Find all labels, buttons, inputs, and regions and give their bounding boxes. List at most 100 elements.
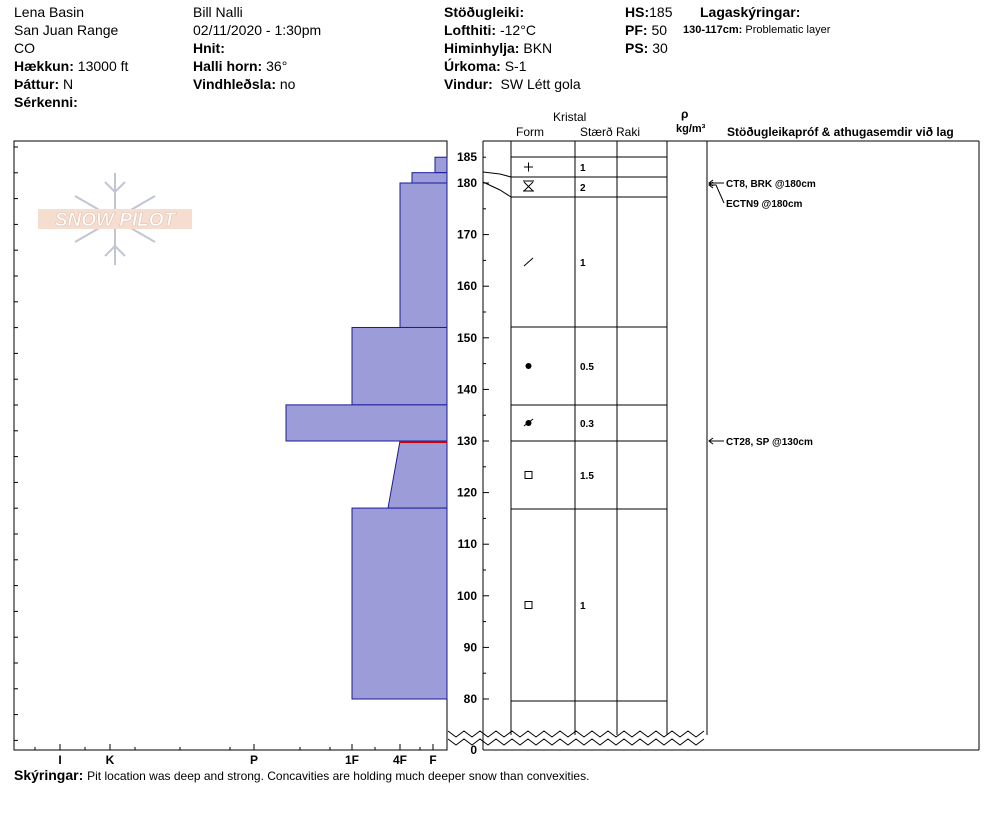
coords-label: Hnit: bbox=[193, 40, 225, 56]
axis-break bbox=[447, 730, 705, 738]
state: CO bbox=[14, 40, 35, 56]
crystal-form-icon bbox=[524, 601, 533, 609]
x-tick-label: K bbox=[106, 753, 115, 767]
crystal-size-label: 0.3 bbox=[580, 419, 594, 430]
test-result-label: ECTN9 @180cm bbox=[726, 199, 803, 210]
slope-value: 36° bbox=[266, 58, 288, 74]
elevation: Hækkun: 13000 ft bbox=[14, 58, 128, 74]
depth-label: 170 bbox=[457, 228, 477, 242]
tests-column: CT8, BRK @180cm ECTN9 @180cm CT28, SP @130… bbox=[708, 179, 816, 448]
comments-text: Pit location was deep and strong. Concav… bbox=[87, 769, 590, 783]
layer-connector bbox=[482, 181, 512, 198]
crystal-size-label: 2 bbox=[580, 183, 586, 194]
test-arrow-icon bbox=[708, 181, 714, 189]
density-unit: kg/m³ bbox=[676, 123, 706, 135]
axis-break bbox=[447, 738, 705, 746]
layer-notes-label: Lagaskýringar: bbox=[700, 4, 801, 20]
test-result-label: CT8, BRK @180cm bbox=[726, 179, 816, 190]
x-tick-label: F bbox=[429, 753, 436, 767]
hardness-bar bbox=[434, 156, 448, 174]
layer-note-range: 130-117cm: bbox=[683, 24, 743, 36]
stability-label: Stöðugleiki: bbox=[444, 4, 525, 20]
datetime: 02/11/2020 - 1:30pm bbox=[193, 22, 322, 38]
crystal-form-icon bbox=[523, 257, 534, 267]
observer: Bill Nalli bbox=[193, 4, 243, 20]
depth-label: 185 bbox=[457, 150, 477, 164]
crystal-size-label: 1 bbox=[580, 601, 586, 612]
depth-label: 120 bbox=[457, 486, 477, 500]
depth-label: 0 bbox=[470, 743, 477, 757]
crystal-form-icon bbox=[523, 418, 534, 427]
pf-label: PF: bbox=[625, 22, 648, 38]
slope: Halli horn: 36° bbox=[193, 58, 287, 74]
wind-label: Vindur: bbox=[444, 76, 493, 92]
hs-value: 185 bbox=[649, 4, 673, 20]
ps-value: 30 bbox=[652, 40, 668, 56]
hardness-bar bbox=[351, 507, 448, 700]
depth-label: 110 bbox=[458, 537, 478, 551]
crystal-form-icon bbox=[525, 363, 532, 369]
hardness-bar bbox=[399, 182, 448, 328]
crystal-size-label: 1 bbox=[580, 163, 586, 174]
tests-header: Stöðugleikapróf & athugasemdir við lag bbox=[727, 125, 954, 139]
aspect-value: N bbox=[63, 76, 74, 92]
pf-value: 50 bbox=[651, 22, 668, 38]
hardness-bar bbox=[411, 172, 448, 184]
ps-label: PS: bbox=[625, 40, 649, 56]
layer-connector bbox=[482, 171, 512, 178]
aspect: Þáttur: N bbox=[14, 76, 73, 92]
aspect-label: Þáttur: bbox=[14, 76, 60, 92]
x-tick-label: 1F bbox=[345, 753, 359, 767]
logo-text: SNOW PILOT bbox=[55, 210, 177, 231]
x-tick-label: P bbox=[250, 753, 258, 767]
sky-value: BKN bbox=[523, 40, 553, 56]
air-temp-label: Lofthiti: bbox=[444, 22, 497, 38]
depth-label: 180 bbox=[457, 176, 477, 190]
crystal-form-icon bbox=[523, 181, 534, 192]
elevation-value: 13000 ft bbox=[77, 58, 129, 74]
comments-label: Skýringar: bbox=[14, 767, 84, 783]
pf: PF: 50 bbox=[625, 22, 667, 38]
depth-label: 90 bbox=[464, 640, 478, 654]
test-arrow-icon bbox=[708, 437, 714, 445]
wind-loading-value: no bbox=[279, 76, 296, 92]
ps: PS: 30 bbox=[625, 40, 668, 56]
depth-label: 130 bbox=[457, 434, 477, 448]
size-header: Stærð bbox=[580, 125, 613, 139]
sky: Himinhylja: BKN bbox=[444, 40, 552, 56]
hs-label: HS: bbox=[625, 4, 650, 20]
depth-label: 80 bbox=[464, 692, 478, 706]
crystal-size-label: 1.5 bbox=[580, 471, 594, 482]
slope-label: Halli horn: bbox=[193, 58, 263, 74]
precip-label: Úrkoma: bbox=[444, 58, 501, 74]
precip-value: S-1 bbox=[504, 58, 527, 74]
wind-loading: Vindhleðsla: no bbox=[193, 76, 295, 92]
form-header: Form bbox=[516, 125, 544, 139]
depth-label: 160 bbox=[457, 279, 477, 293]
hardness-plot: I K P 1F 4F F bbox=[13, 140, 448, 767]
snowpilot-logo: SNOW PILOT bbox=[38, 173, 192, 265]
crystal-size-label: 1 bbox=[580, 258, 586, 269]
wind: Vindur: SW Létt gola bbox=[444, 76, 581, 92]
x-tick-label: I bbox=[58, 753, 61, 767]
air-temp-value: -12°C bbox=[499, 22, 536, 38]
test-result-label: CT28, SP @130cm bbox=[726, 437, 813, 448]
depth-label: 140 bbox=[457, 382, 477, 396]
wind-value: SW Létt gola bbox=[500, 76, 581, 92]
depth-label: 100 bbox=[457, 589, 477, 603]
layer-note: 130-117cm: Problematic layer bbox=[683, 24, 830, 37]
range: San Juan Range bbox=[14, 22, 119, 38]
comments: Skýringar: Pit location was deep and str… bbox=[14, 767, 589, 783]
layer-note-text: Problematic layer bbox=[745, 24, 831, 36]
density-symbol: ρ bbox=[681, 107, 689, 121]
crystal-size-label: 0.5 bbox=[580, 362, 594, 373]
moisture-header: Raki bbox=[616, 125, 641, 139]
hs: HS:185 bbox=[625, 4, 672, 20]
x-tick-label: 4F bbox=[393, 753, 407, 767]
wind-loading-label: Vindhleðsla: bbox=[193, 76, 276, 92]
hardness-bar bbox=[351, 326, 448, 406]
hardness-bar bbox=[285, 404, 448, 442]
crystal-table: 185 180 170 160 150 140 130 120 110 100 90 80 0 1 2 1 0.… bbox=[447, 140, 980, 757]
crystal-form-icon bbox=[524, 471, 533, 479]
